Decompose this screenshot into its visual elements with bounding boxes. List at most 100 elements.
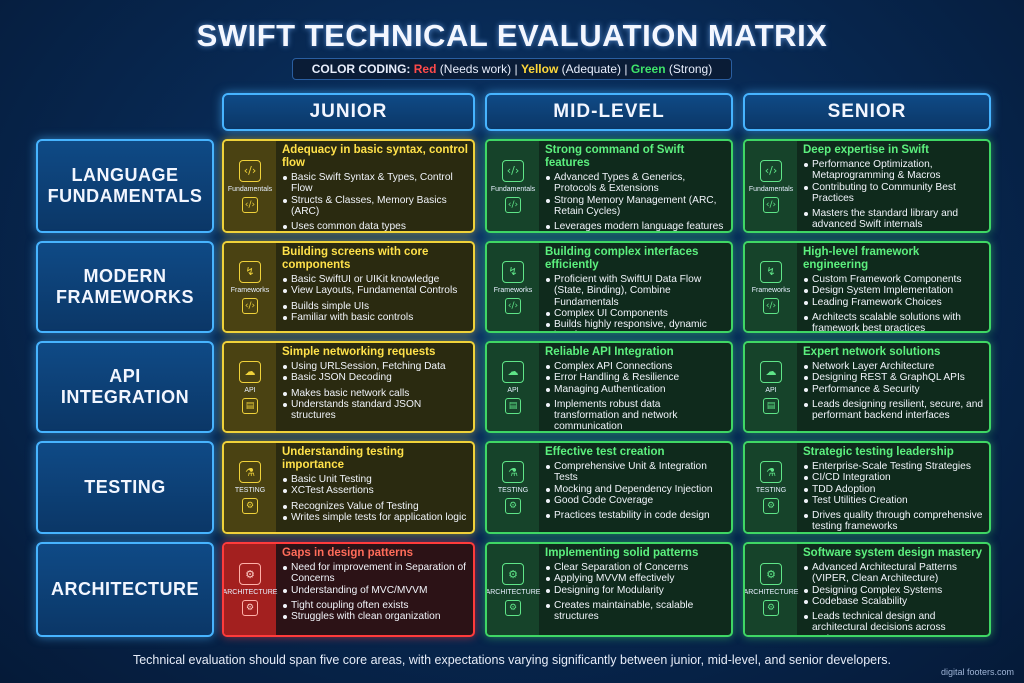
- cell-content: Building complex interfaces efficiently P…: [539, 243, 731, 331]
- cell-heading: Effective test creation: [545, 446, 665, 458]
- cell-content: Building screens with core components Bas…: [276, 243, 473, 331]
- matrix-cell-senior: ⚗ TESTING ⚙ Strategic testing leadership Ent…: [743, 441, 991, 534]
- cell-bullet-list: Enterprise-Scale Testing Strategies CI/CD…: [803, 461, 984, 532]
- cell-heading: Software system design mastery: [803, 547, 982, 559]
- row-header-api-integration: API INTEGRATION: [36, 341, 214, 433]
- matrix-cell-junior: ⚙ ARCHITECTURE ⚙ Gaps in design patterns Nee…: [222, 542, 475, 637]
- cell-icon-column: ⚗ TESTING ⚙: [487, 443, 539, 532]
- cell-icon-column: ‹/› Fundamentals ‹/›: [487, 141, 539, 231]
- gear-icon: ⚙: [242, 600, 258, 616]
- row-header-testing: TESTING: [36, 441, 214, 534]
- row-header-modern-frameworks: MODERN FRAMEWORKS: [36, 241, 214, 333]
- gear-icon: ⚙: [502, 563, 524, 585]
- list-item: Need for improvement in Separation of Co…: [282, 562, 468, 585]
- row-header-label: TESTING: [84, 477, 166, 498]
- list-item: Clear Separation of Concerns: [545, 562, 726, 573]
- list-item: Builds simple UIs: [282, 301, 468, 312]
- gear-icon: ⚙: [242, 498, 258, 514]
- code-icon: ‹/›: [763, 297, 779, 314]
- row-header-line: API: [109, 366, 141, 386]
- row-header-architecture: ARCHITECTURE: [36, 542, 214, 637]
- code-icon: ‹/›: [505, 196, 521, 213]
- list-item: Advanced Architectural Patterns (VIPER, …: [803, 562, 984, 585]
- gear-icon: ⚙: [505, 498, 521, 514]
- cell-bullet-list: Using URLSession, Fetching Data Basic JSO…: [282, 361, 468, 421]
- list-item: Leading Framework Choices: [803, 297, 984, 308]
- list-item: Practices testability in code design: [545, 510, 726, 521]
- cloud-code-icon: ☁: [239, 360, 261, 383]
- list-item: Complex API Connections: [545, 361, 726, 372]
- gear-icon: ⚙: [760, 563, 782, 585]
- database-icon: ▤: [242, 397, 258, 414]
- list-item: Creates maintainable, scalable structure…: [545, 600, 726, 623]
- row-header-line: INTEGRATION: [60, 387, 190, 407]
- gear-icon: ⚙: [505, 600, 521, 616]
- code-icon: ‹/›: [760, 159, 782, 182]
- list-item: Basic Unit Testing: [282, 474, 468, 485]
- row-header-label: ARCHITECTURE: [51, 579, 199, 600]
- list-item: Uses common data types: [282, 221, 468, 231]
- column-header-mid-level: MID-LEVEL: [485, 93, 733, 131]
- list-item: Leads technical design and architectural…: [803, 611, 984, 635]
- list-item: Performance Optimization, Metaprogrammin…: [803, 159, 984, 182]
- cell-icon-label: Frameworks: [751, 286, 791, 294]
- cell-content: Implementing solid patterns Clear Separat…: [539, 544, 731, 635]
- cell-bullet-list: Advanced Architectural Patterns (VIPER, …: [803, 562, 984, 635]
- cell-icon-column: ‹/› Fundamentals ‹/›: [745, 141, 797, 231]
- code-icon: ‹/›: [239, 159, 261, 182]
- cell-icon-label: Fundamentals: [490, 185, 536, 193]
- cell-bullet-list: Custom Framework Components Design System…: [803, 274, 984, 331]
- cell-icon-label: Fundamentals: [227, 185, 273, 193]
- cell-icon-label: ARCHITECTURE: [743, 589, 799, 596]
- row-header-line: FUNDAMENTALS: [47, 186, 203, 206]
- list-item: Understands standard JSON structures: [282, 399, 468, 422]
- legend-yellow-desc: (Adequate): [561, 62, 622, 76]
- cloud-code-icon: ☁: [502, 360, 524, 383]
- matrix-cell-senior: ↯ Frameworks ‹/› High-level framework engin…: [743, 241, 991, 333]
- matrix-cell-junior: ↯ Frameworks ‹/› Building screens with core…: [222, 241, 475, 333]
- row-header-label: MODERN FRAMEWORKS: [56, 266, 194, 308]
- code-icon: ‹/›: [505, 297, 521, 314]
- list-item: Simple class/struct usage: [282, 232, 468, 233]
- cell-icon-column: ☁ API ▤: [224, 343, 276, 431]
- cell-icon-label: Frameworks: [230, 286, 270, 294]
- list-item: Handles memory and threading well: [545, 232, 726, 233]
- list-item: Implements robust data transformation an…: [545, 399, 726, 431]
- list-item: Test Utilities Creation: [803, 495, 984, 506]
- column-header-senior: SENIOR: [743, 93, 991, 131]
- flask-icon: ⚗: [502, 461, 524, 483]
- flask-icon: ⚗: [760, 461, 782, 483]
- cell-icon-label: API: [765, 386, 777, 394]
- cell-icon-label: Fundamentals: [748, 185, 794, 193]
- legend-prefix: COLOR CODING:: [311, 62, 411, 76]
- matrix-cell-mid-level: ⚗ TESTING ⚙ Effective test creation Comprehe…: [485, 441, 733, 534]
- list-item: XCTest Assertions: [282, 485, 468, 496]
- cell-icon-column: ↯ Frameworks ‹/›: [745, 243, 797, 331]
- list-item: Structs & Classes, Memory Basics (ARC): [282, 195, 468, 218]
- cell-content: Understanding testing importance Basic Un…: [276, 443, 473, 532]
- cell-heading: Understanding testing importance: [282, 446, 405, 471]
- list-item: Basic SwiftUI or UIKit knowledge: [282, 274, 468, 285]
- cell-icon-label: Frameworks: [493, 286, 533, 294]
- flask-icon: ⚗: [239, 461, 261, 483]
- footer-note: Technical evaluation should span five co…: [132, 653, 892, 667]
- cell-icon-column: ☁ API ▤: [487, 343, 539, 431]
- cell-icon-label: API: [244, 386, 256, 394]
- swift-bird-icon: ↯: [502, 260, 524, 283]
- matrix-cell-junior: ⚗ TESTING ⚙ Understanding testing importanc…: [222, 441, 475, 534]
- database-icon: ▤: [505, 397, 521, 414]
- row-header-line: MODERN: [83, 266, 167, 286]
- cell-heading: Simple networking requests: [282, 346, 436, 358]
- code-icon: ‹/›: [502, 159, 524, 182]
- list-item: View Layouts, Fundamental Controls: [282, 285, 468, 296]
- matrix-cell-mid-level: ‹/› Fundamentals ‹/› Strong command of Swif…: [485, 139, 733, 233]
- cell-heading: Adequacy in basic syntax, control flow: [282, 144, 468, 169]
- color-legend: COLOR CODING: Red (Needs work) | Yellow …: [292, 58, 732, 80]
- cell-bullet-list: Proficient with SwiftUI Data Flow (State…: [545, 274, 726, 331]
- list-item: Advanced Types & Generics, Protocols & E…: [545, 172, 726, 195]
- list-item: Using URLSession, Fetching Data: [282, 361, 468, 372]
- list-item: Strong Memory Management (ARC, Retain Cy…: [545, 195, 726, 218]
- list-item: Managing Authentication: [545, 384, 726, 395]
- row-header-line: LANGUAGE: [71, 165, 179, 185]
- list-item: Codebase Scalability: [803, 596, 984, 607]
